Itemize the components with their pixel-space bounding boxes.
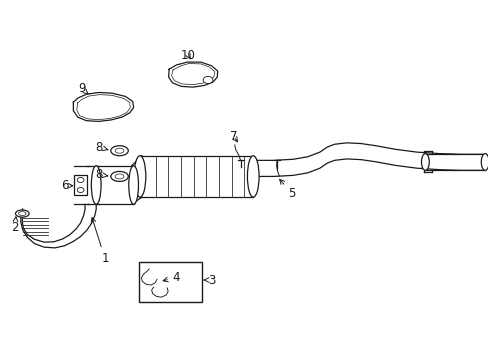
Ellipse shape xyxy=(19,212,26,216)
Circle shape xyxy=(77,177,84,183)
Circle shape xyxy=(77,188,84,193)
Text: 8: 8 xyxy=(95,168,108,181)
Ellipse shape xyxy=(111,171,128,181)
Ellipse shape xyxy=(16,210,29,217)
Ellipse shape xyxy=(111,146,128,156)
Ellipse shape xyxy=(128,166,138,204)
Ellipse shape xyxy=(115,148,123,153)
Ellipse shape xyxy=(134,156,145,197)
Text: 1: 1 xyxy=(91,218,108,265)
Text: 4: 4 xyxy=(163,271,180,284)
FancyBboxPatch shape xyxy=(138,262,201,302)
Text: 7: 7 xyxy=(229,130,237,143)
Text: 8: 8 xyxy=(95,141,108,154)
Text: 5: 5 xyxy=(279,179,295,200)
Ellipse shape xyxy=(91,166,101,204)
Ellipse shape xyxy=(480,154,488,170)
Text: 9: 9 xyxy=(78,82,88,95)
FancyBboxPatch shape xyxy=(74,175,87,195)
Text: 10: 10 xyxy=(181,49,196,62)
Ellipse shape xyxy=(247,156,259,197)
Text: 6: 6 xyxy=(61,179,73,192)
Text: 2: 2 xyxy=(11,217,19,234)
Circle shape xyxy=(203,76,212,84)
Text: 3: 3 xyxy=(204,274,215,287)
Ellipse shape xyxy=(421,154,428,170)
Ellipse shape xyxy=(115,174,123,179)
